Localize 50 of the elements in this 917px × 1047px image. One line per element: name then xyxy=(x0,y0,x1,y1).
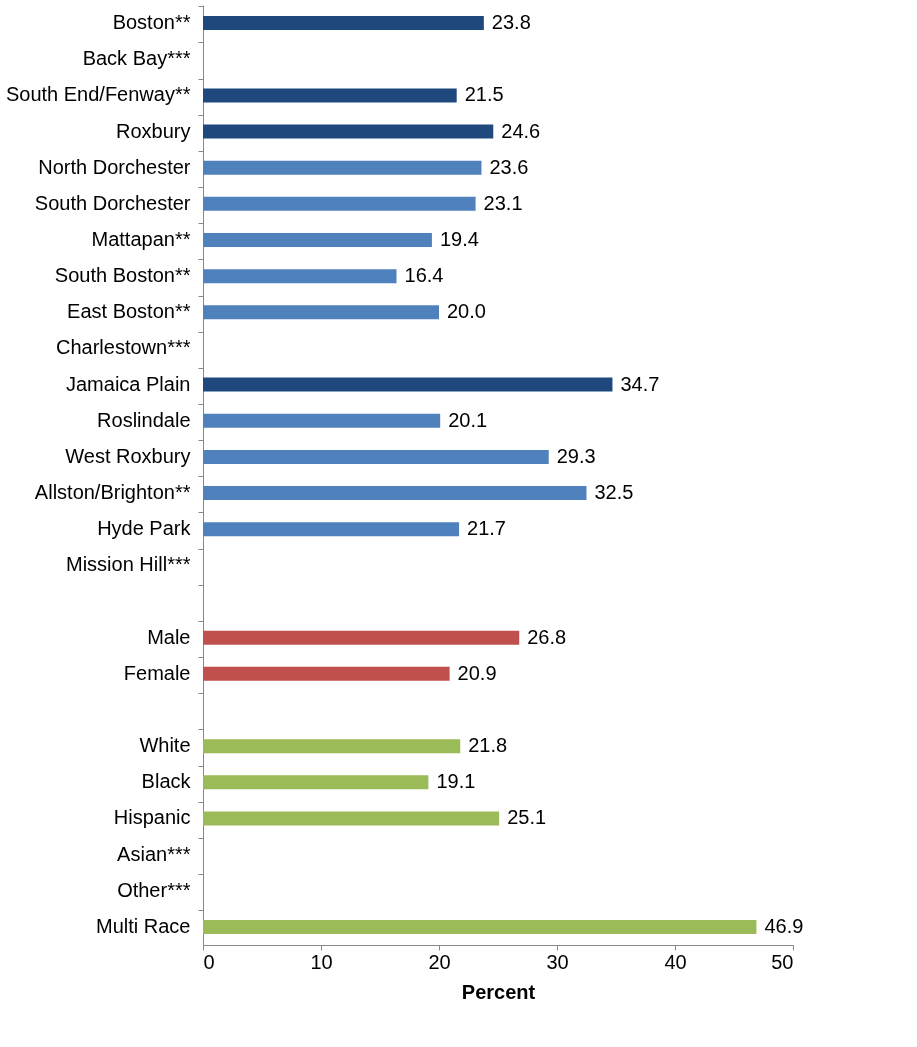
y-tick-label: Back Bay*** xyxy=(82,47,191,70)
x-tick-label: 10 xyxy=(310,950,333,973)
y-tick-label: South Dorchester xyxy=(34,191,191,214)
data-label: 32.5 xyxy=(594,481,634,504)
x-tick-label: 50 xyxy=(771,950,794,973)
data-label: 26.8 xyxy=(527,625,567,648)
data-label: 19.1 xyxy=(436,770,476,793)
data-label: 23.1 xyxy=(483,191,523,214)
data-label: 23.8 xyxy=(491,11,531,34)
x-tick-label: 40 xyxy=(664,950,687,973)
y-tick-label: Black xyxy=(141,770,192,793)
y-tick-label: East Boston** xyxy=(67,300,191,323)
y-tick-label: Hispanic xyxy=(113,806,191,829)
y-tick-label: Roxbury xyxy=(116,119,191,142)
y-tick-label: North Dorchester xyxy=(38,155,191,178)
y-tick-label: South End/Fenway** xyxy=(5,83,191,106)
data-label: 20.0 xyxy=(447,300,486,323)
y-tick-label: Mission Hill*** xyxy=(66,553,191,576)
y-tick-label: Boston** xyxy=(112,11,191,34)
data-label: 21.8 xyxy=(468,734,508,757)
y-tick-label: Male xyxy=(147,625,191,648)
data-label: 23.6 xyxy=(489,155,529,178)
data-label: 20.9 xyxy=(457,661,497,684)
y-tick-label: Female xyxy=(123,661,191,684)
y-tick-label: Other*** xyxy=(117,878,191,901)
data-label: 29.3 xyxy=(556,444,596,467)
y-tick-label: Roslindale xyxy=(97,408,191,431)
data-label: 24.6 xyxy=(501,119,541,142)
y-tick-label: Multi Race xyxy=(96,914,191,937)
data-label: 21.7 xyxy=(467,517,506,540)
y-tick-label: Hyde Park xyxy=(97,517,192,540)
data-label: 34.7 xyxy=(620,372,660,395)
y-tick-label: West Roxbury xyxy=(65,444,191,467)
x-tick-label: 0 xyxy=(203,950,215,973)
y-tick-label: Asian*** xyxy=(117,842,191,865)
data-label: 25.1 xyxy=(507,806,547,829)
y-tick-label: Jamaica Plain xyxy=(65,372,191,395)
x-tick-label: 30 xyxy=(546,950,569,973)
data-label: 21.5 xyxy=(464,83,504,106)
y-tick-label: South Boston** xyxy=(54,264,191,287)
y-tick-label: Mattapan** xyxy=(91,228,191,250)
data-label: 19.4 xyxy=(439,228,479,250)
y-tick-label: Allston/Brighton** xyxy=(34,481,191,504)
x-tick-label: 20 xyxy=(428,950,451,973)
y-tick-label: Charlestown*** xyxy=(55,336,191,359)
data-label: 16.4 xyxy=(404,264,444,287)
data-label: 20.1 xyxy=(448,408,488,431)
x-axis-title: Percent xyxy=(461,980,536,1003)
data-label: 46.9 xyxy=(764,914,804,937)
y-tick-label: White xyxy=(139,734,191,757)
